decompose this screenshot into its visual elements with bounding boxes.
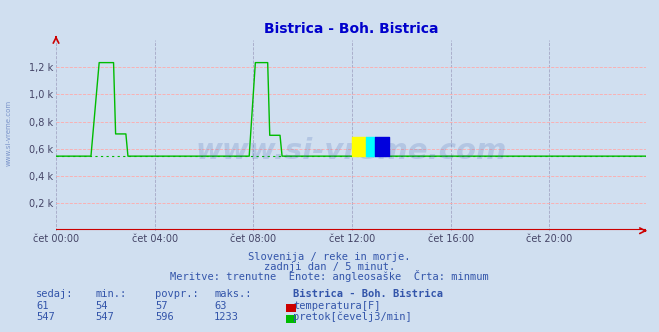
Text: povpr.:: povpr.:: [155, 289, 198, 299]
Text: Bistrica - Boh. Bistrica: Bistrica - Boh. Bistrica: [293, 289, 444, 299]
Text: 1233: 1233: [214, 312, 239, 322]
Title: Bistrica - Boh. Bistrica: Bistrica - Boh. Bistrica: [264, 22, 438, 36]
Text: 596: 596: [155, 312, 173, 322]
Text: www.si-vreme.com: www.si-vreme.com: [195, 136, 507, 165]
Text: www.si-vreme.com: www.si-vreme.com: [5, 100, 12, 166]
Text: 63: 63: [214, 301, 227, 311]
Text: min.:: min.:: [96, 289, 127, 299]
Text: 54: 54: [96, 301, 108, 311]
Text: 57: 57: [155, 301, 167, 311]
Text: sedaj:: sedaj:: [36, 289, 74, 299]
Text: Slovenija / reke in morje.: Slovenija / reke in morje.: [248, 252, 411, 262]
Text: Meritve: trenutne  Enote: angleosaške  Črta: minmum: Meritve: trenutne Enote: angleosaške Črt…: [170, 270, 489, 282]
Text: 547: 547: [36, 312, 55, 322]
Text: pretok[čevelj3/min]: pretok[čevelj3/min]: [293, 312, 412, 322]
Text: maks.:: maks.:: [214, 289, 252, 299]
Text: zadnji dan / 5 minut.: zadnji dan / 5 minut.: [264, 262, 395, 272]
Text: 61: 61: [36, 301, 49, 311]
Text: temperatura[F]: temperatura[F]: [293, 301, 381, 311]
Text: 547: 547: [96, 312, 114, 322]
